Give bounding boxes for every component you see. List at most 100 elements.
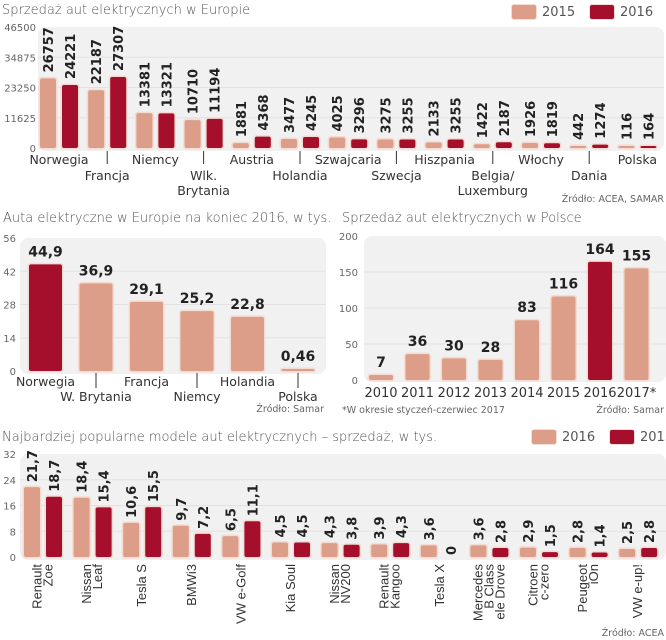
value-label: 13321	[160, 62, 175, 107]
bar-2011	[405, 354, 430, 380]
value-label: 1881	[235, 101, 250, 137]
category-label: Norwegia	[29, 152, 88, 167]
value-label: 10,6	[125, 486, 140, 518]
bar-2015	[232, 143, 249, 148]
value-label: 11,1	[246, 484, 261, 516]
bar-2016	[399, 139, 416, 148]
value-label: 18,4	[76, 461, 91, 493]
value-label: 2187	[498, 100, 513, 136]
y-tick-label: 0	[30, 144, 36, 155]
models-source: Źródło: ACEA	[602, 627, 665, 639]
bar-2015	[492, 547, 509, 557]
bar-2016	[640, 146, 657, 148]
value-label: 3,6	[472, 517, 487, 540]
bar-2015	[136, 113, 153, 148]
y-tick-label: 8	[10, 527, 16, 538]
y-tick-label: 23250	[4, 84, 36, 95]
value-label: 9,7	[175, 498, 190, 521]
category-label: Zoe	[41, 564, 56, 586]
value-label: 3255	[401, 97, 416, 133]
bar-2015	[329, 137, 346, 148]
bar-2017	[624, 268, 649, 380]
category-label: iOn	[586, 564, 601, 584]
category-label: Norwegia	[16, 374, 75, 389]
bar-2016	[520, 547, 536, 557]
legend-swatch-2015	[512, 5, 536, 19]
europe-chart-title: Sprzedaż aut elektrycznych w Europie	[2, 3, 250, 18]
category-label: Francja	[85, 168, 130, 183]
category-label: 2016	[583, 386, 616, 401]
y-tick-label: 16	[3, 502, 16, 513]
value-label: 24221	[64, 34, 79, 79]
value-label: 3275	[379, 97, 394, 133]
category-label: Peugeot	[575, 564, 590, 613]
value-label: 442	[572, 113, 587, 140]
category-label: Leaf	[90, 564, 105, 590]
category-label: Kia Soul	[283, 564, 298, 613]
value-label: 1,5	[544, 524, 559, 547]
value-label: 4368	[257, 94, 272, 130]
value-label: 0,46	[281, 349, 316, 365]
value-label: 2,8	[643, 520, 658, 543]
category-label: Tesla X	[432, 564, 447, 607]
bar-2015	[570, 146, 587, 148]
value-label: 15,5	[147, 470, 162, 502]
value-label: 2,8	[494, 520, 509, 543]
bar-2015	[184, 120, 201, 148]
legend-label: 2015	[640, 430, 666, 445]
value-label: 22187	[90, 39, 105, 84]
y-tick-label: 200	[339, 232, 358, 243]
bar-2016	[351, 139, 368, 148]
category-label: 2014	[510, 386, 543, 401]
category-label: 2011	[401, 386, 434, 401]
category-label: Niemcy	[174, 389, 222, 404]
value-label: 36	[408, 334, 427, 350]
legend-label: 2015	[542, 5, 575, 20]
bar-2015	[40, 78, 56, 148]
value-label: 13381	[138, 62, 153, 107]
category-label: Francja	[124, 374, 169, 389]
legend-label: 2016	[562, 430, 595, 445]
category-label: VW e-Golf	[233, 564, 248, 624]
value-label: 4,3	[324, 515, 339, 538]
category-label: Renault	[30, 564, 45, 609]
y-tick-label: 56	[3, 234, 16, 245]
bar-2016	[321, 543, 338, 557]
value-label: 7,2	[197, 506, 212, 529]
poland-chart-title: Sprzedaż aut elektrycznych w Polsce	[342, 211, 582, 226]
bar-2015	[551, 296, 576, 380]
bar-w-brytania	[79, 283, 113, 371]
bar-2012	[442, 358, 466, 380]
bar-2015	[591, 552, 608, 557]
bar-2015	[343, 544, 360, 557]
bar-2015	[542, 552, 558, 557]
value-label: 1274	[594, 102, 609, 138]
bar-francja	[130, 301, 163, 371]
value-label: 28	[481, 340, 500, 356]
value-label: 2133	[428, 100, 443, 136]
bar-2015	[522, 142, 538, 148]
category-label: Tesla S	[134, 564, 149, 607]
value-label: 27307	[112, 26, 127, 71]
value-label: 164	[585, 242, 614, 258]
bar-2016	[222, 536, 239, 557]
value-label: 1,4	[594, 524, 609, 547]
europe-source: Źródło: ACEA, SAMAR	[562, 193, 665, 205]
value-label: 7	[376, 355, 386, 371]
category-label: Luxemburg	[458, 183, 528, 198]
models-sales-chart: Najbardziej popularne modele aut elektry…	[2, 429, 666, 639]
value-label: 15,4	[98, 470, 113, 502]
y-tick-label: 100	[339, 304, 358, 315]
y-tick-label: 150	[339, 268, 358, 279]
bar-2015	[95, 507, 112, 557]
category-label: 2010	[364, 386, 397, 401]
category-label: ele Drove	[492, 564, 507, 620]
bar-2016	[495, 142, 512, 148]
y-tick-label: 0	[10, 553, 16, 564]
bar-2015	[194, 533, 211, 557]
bar-polska	[281, 369, 315, 371]
value-label: 116	[549, 276, 578, 292]
legend-swatch-2016	[532, 430, 556, 444]
category-label: Dania	[571, 168, 607, 183]
